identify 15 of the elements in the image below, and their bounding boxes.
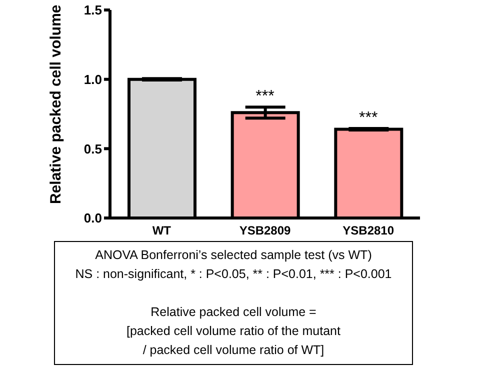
x-tick-label: YSB2810 <box>342 224 394 238</box>
text: Relative packed cell volume = <box>150 304 318 321</box>
text: ANOVA Bonferroni’s selected sample test (vs WT) <box>94 247 373 264</box>
y-axis-title: Relative packed cell volume <box>47 4 64 204</box>
text: / packed cell volume ratio of WT] <box>142 342 326 359</box>
y-tick-label: 0.0 <box>84 210 102 226</box>
x-tick-label: WT <box>152 224 172 238</box>
x-tick-label: YSB2809 <box>239 224 292 238</box>
text: NS : non-significant, * : P<0.05, ** : P<0.01, *** : P<0.001 <box>74 266 393 283</box>
annotation: *** <box>256 88 274 106</box>
y-tick-label: 1.0 <box>84 72 102 87</box>
text: [packed cell volume ratio of the mutant <box>125 323 342 340</box>
y-tick-label: 0.5 <box>84 141 102 156</box>
annotation: *** <box>358 110 378 127</box>
y-tick-label: 1.5 <box>84 2 102 18</box>
